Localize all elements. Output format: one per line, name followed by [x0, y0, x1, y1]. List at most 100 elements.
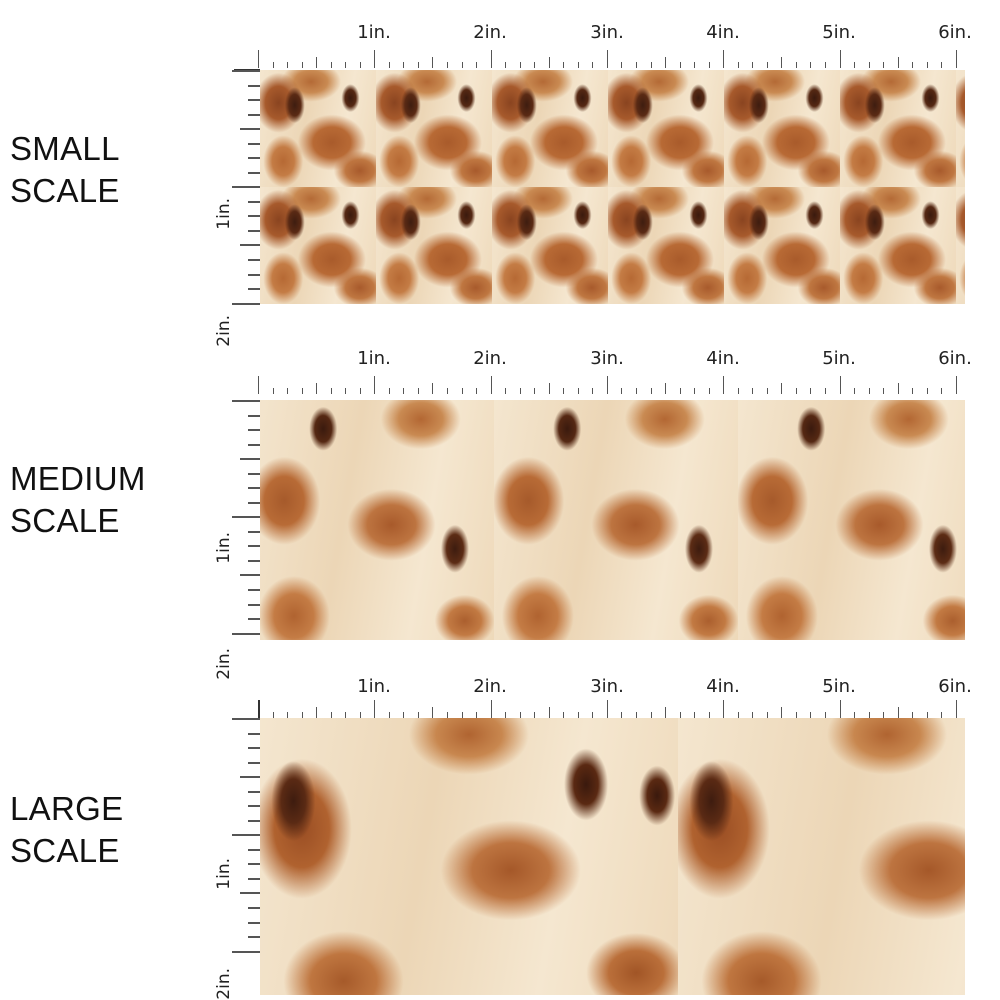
ruler-label-6in: 6in.: [938, 22, 972, 43]
ruler-tick: [708, 712, 710, 718]
vertical-ruler: 1in. 2in.: [210, 70, 260, 347]
ruler-tick: [359, 388, 361, 394]
ruler-tick: [316, 57, 318, 68]
label-line-1: LARGE: [10, 790, 124, 827]
ruler-tick: [679, 388, 681, 394]
ruler-numbers: 1in. 2in. 3in. 4in. 5in. 6in.: [258, 676, 972, 698]
ruler-tick: [248, 848, 260, 851]
ruler-tick: [766, 388, 768, 394]
ruler-ticks: [258, 50, 962, 68]
label-line-1: SMALL: [10, 130, 120, 167]
ruler-tick: [868, 388, 870, 394]
scale-label-small: SMALL SCALE: [10, 128, 120, 212]
horizontal-ruler: 1in. 2in. 3in. 4in. 5in. 6in.: [258, 22, 972, 68]
ruler-tick: [417, 62, 419, 68]
ruler-tick: [388, 388, 390, 394]
ruler-tick: [248, 258, 260, 261]
ruler-tick: [955, 700, 957, 718]
ruler-numbers: 1in. 2in. 3in. 4in. 5in. 6in.: [258, 22, 972, 44]
ruler-tick: [248, 530, 260, 533]
horizontal-ruler: 1in. 2in. 3in. 4in. 5in. 6in.: [258, 348, 972, 394]
ruler-tick: [359, 62, 361, 68]
cowhide-pattern: [260, 70, 965, 304]
ruler-tick: [737, 62, 739, 68]
vertical-ruler-ticks: [232, 400, 260, 640]
ruler-tick: [248, 472, 260, 475]
ruler-tick: [248, 545, 260, 548]
ruler-label-5in: 5in.: [822, 348, 856, 369]
ruler-tick: [592, 712, 594, 718]
ruler-tick: [330, 712, 332, 718]
ruler-tick: [248, 171, 260, 174]
ruler-tick: [810, 62, 812, 68]
ruler-tick: [795, 62, 797, 68]
ruler-tick: [854, 62, 856, 68]
ruler-tick: [577, 712, 579, 718]
ruler-label-4in: 4in.: [706, 676, 740, 697]
ruler-label-v-1in: 1in.: [214, 532, 234, 564]
horizontal-ruler: 1in. 2in. 3in. 4in. 5in. 6in.: [258, 676, 972, 718]
ruler-tick: [248, 790, 260, 793]
ruler-tick: [232, 186, 260, 189]
ruler-tick: [606, 376, 608, 394]
ruler-tick: [752, 712, 754, 718]
ruler-tick: [694, 712, 696, 718]
ruler-tick: [577, 62, 579, 68]
ruler-tick: [232, 834, 260, 837]
ruler-tick: [708, 388, 710, 394]
ruler-tick: [534, 712, 536, 718]
ruler-label-v-1in: 1in.: [214, 198, 234, 230]
ruler-label-4in: 4in.: [706, 348, 740, 369]
ruler-tick: [883, 712, 885, 718]
ruler-tick: [490, 50, 492, 68]
ruler-tick: [248, 215, 260, 218]
ruler-label-6in: 6in.: [938, 348, 972, 369]
cowhide-pattern: [260, 718, 965, 995]
ruler-tick: [955, 50, 957, 68]
ruler-tick: [301, 712, 303, 718]
ruler-tick: [824, 712, 826, 718]
ruler-label-5in: 5in.: [822, 22, 856, 43]
ruler-label-1in: 1in.: [357, 22, 391, 43]
ruler-tick: [232, 516, 260, 519]
ruler-ticks: [258, 700, 962, 718]
ruler-tick: [665, 383, 667, 394]
ruler-tick: [272, 388, 274, 394]
ruler-tick: [737, 712, 739, 718]
ruler-tick: [248, 443, 260, 446]
ruler-tick: [839, 376, 841, 394]
ruler-tick: [635, 388, 637, 394]
ruler-tick: [534, 62, 536, 68]
ruler-tick: [694, 388, 696, 394]
ruler-tick: [534, 388, 536, 394]
ruler-tick: [432, 707, 434, 718]
ruler-tick: [926, 62, 928, 68]
ruler-tick: [248, 200, 260, 203]
ruler-tick: [781, 57, 783, 68]
ruler-tick: [592, 388, 594, 394]
ruler-tick: [248, 273, 260, 276]
ruler-tick: [563, 712, 565, 718]
ruler-tick: [374, 376, 376, 394]
ruler-tick: [232, 632, 260, 635]
ruler-tick: [897, 707, 899, 718]
ruler-tick: [912, 62, 914, 68]
scale-label-large: LARGE SCALE: [10, 788, 123, 872]
ruler-tick: [287, 712, 289, 718]
ruler-tick: [752, 62, 754, 68]
ruler-tick: [248, 936, 260, 939]
ruler-tick: [248, 487, 260, 490]
ruler-tick: [403, 62, 405, 68]
ruler-tick: [824, 388, 826, 394]
ruler-tick: [248, 618, 260, 621]
ruler-tick: [248, 429, 260, 432]
panel-medium-scale: MEDIUM SCALE 1in. 2in. 3in. 4in. 5in. 6i…: [0, 330, 1000, 680]
ruler-tick: [476, 62, 478, 68]
ruler-tick: [795, 388, 797, 394]
label-line-2: SCALE: [10, 832, 120, 869]
ruler-tick: [912, 712, 914, 718]
ruler-tick: [403, 712, 405, 718]
ruler-tick: [432, 383, 434, 394]
ruler-tick: [388, 62, 390, 68]
ruler-tick: [955, 376, 957, 394]
